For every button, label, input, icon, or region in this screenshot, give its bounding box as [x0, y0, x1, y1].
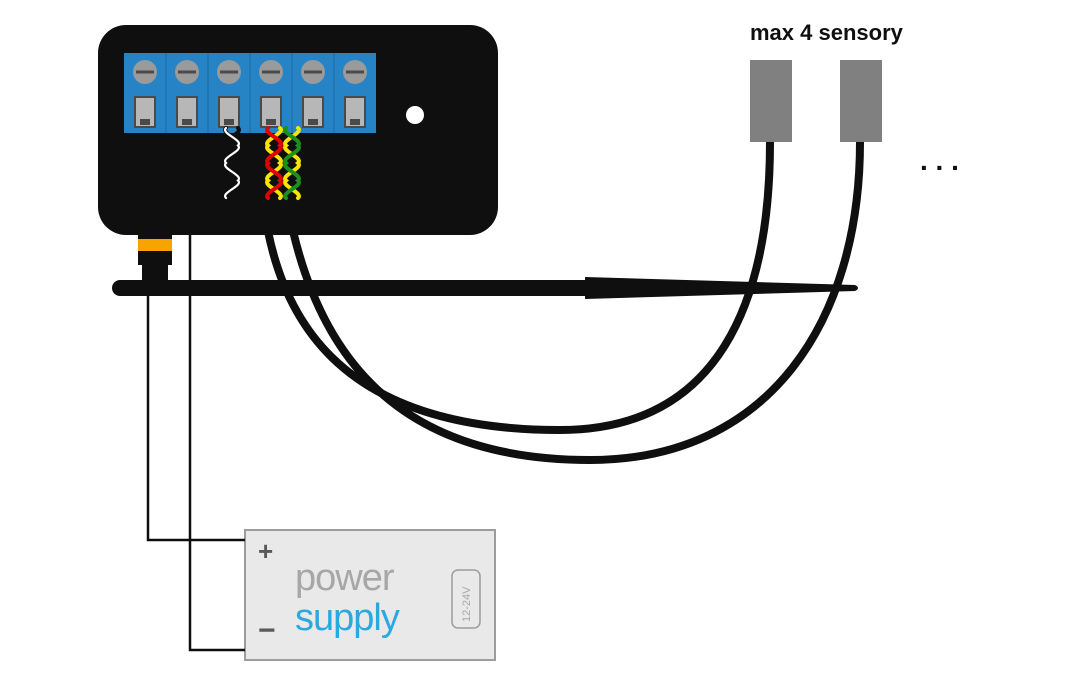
ps-minus: −: [258, 614, 276, 647]
power-supply: + −powersupply 12-24V: [245, 530, 495, 660]
ps-label-power: power: [295, 557, 395, 599]
ps-plus: +: [258, 536, 273, 566]
sensor-block: [840, 60, 882, 142]
antenna: [120, 235, 858, 299]
sensors-label: max 4 sensory: [750, 20, 904, 45]
wiring-diagram: + −powersupply 12-24V max 4 sensory . . .: [0, 0, 1080, 700]
terminal-block: [124, 53, 376, 133]
ps-label-supply: supply: [295, 597, 400, 639]
sensor-block: [750, 60, 792, 142]
sensors-ellipsis: . . .: [920, 145, 959, 176]
ps-voltage: 12-24V: [461, 586, 473, 622]
status-led-icon: [406, 106, 424, 124]
